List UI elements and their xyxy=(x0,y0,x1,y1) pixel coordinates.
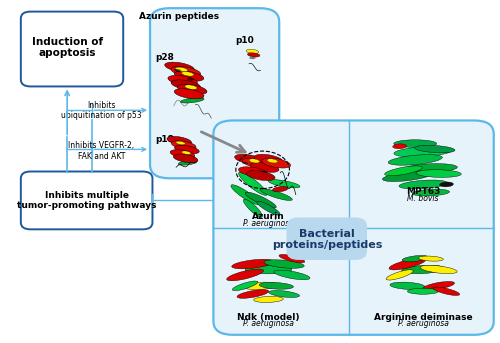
Ellipse shape xyxy=(176,67,188,72)
Ellipse shape xyxy=(404,164,458,173)
Ellipse shape xyxy=(246,49,258,54)
FancyBboxPatch shape xyxy=(214,120,494,335)
Ellipse shape xyxy=(174,71,204,81)
Ellipse shape xyxy=(262,170,268,173)
Ellipse shape xyxy=(440,182,454,187)
Ellipse shape xyxy=(171,67,200,77)
Ellipse shape xyxy=(246,170,275,180)
Ellipse shape xyxy=(180,98,204,103)
Text: M. bovis: M. bovis xyxy=(408,194,439,203)
Ellipse shape xyxy=(174,154,198,163)
Ellipse shape xyxy=(384,166,422,176)
Ellipse shape xyxy=(226,269,264,281)
Ellipse shape xyxy=(272,187,288,192)
Ellipse shape xyxy=(238,172,267,196)
Ellipse shape xyxy=(231,185,260,204)
Ellipse shape xyxy=(174,89,204,99)
Ellipse shape xyxy=(174,69,182,72)
Text: MPT63: MPT63 xyxy=(406,187,440,197)
Ellipse shape xyxy=(242,158,271,168)
Ellipse shape xyxy=(176,141,185,145)
Ellipse shape xyxy=(244,199,262,217)
Ellipse shape xyxy=(249,159,260,163)
Ellipse shape xyxy=(416,170,462,177)
Ellipse shape xyxy=(392,144,406,149)
Ellipse shape xyxy=(164,62,194,72)
Ellipse shape xyxy=(254,154,283,164)
Ellipse shape xyxy=(412,189,450,196)
Ellipse shape xyxy=(249,57,256,59)
Ellipse shape xyxy=(237,289,269,298)
Ellipse shape xyxy=(257,201,280,215)
Ellipse shape xyxy=(245,265,292,274)
Text: p18: p18 xyxy=(155,135,174,144)
Ellipse shape xyxy=(178,84,207,94)
Ellipse shape xyxy=(402,256,428,262)
Ellipse shape xyxy=(389,258,426,270)
Ellipse shape xyxy=(174,145,199,154)
Ellipse shape xyxy=(245,192,276,208)
Ellipse shape xyxy=(414,145,455,153)
Text: P. aeruginosa: P. aeruginosa xyxy=(398,319,448,328)
Ellipse shape xyxy=(171,80,200,90)
Text: P. aeruginosa: P. aeruginosa xyxy=(243,319,294,328)
Ellipse shape xyxy=(382,171,432,181)
Ellipse shape xyxy=(238,167,268,177)
FancyBboxPatch shape xyxy=(21,12,123,86)
Ellipse shape xyxy=(433,287,460,295)
Ellipse shape xyxy=(260,189,292,200)
Ellipse shape xyxy=(418,256,444,261)
Ellipse shape xyxy=(388,155,442,165)
Ellipse shape xyxy=(167,137,192,145)
Ellipse shape xyxy=(386,270,413,280)
Ellipse shape xyxy=(394,146,452,157)
Ellipse shape xyxy=(182,72,194,76)
Ellipse shape xyxy=(267,159,278,163)
Ellipse shape xyxy=(243,282,278,289)
Ellipse shape xyxy=(399,180,447,189)
Ellipse shape xyxy=(264,260,304,268)
Text: Azurin peptides: Azurin peptides xyxy=(139,12,220,21)
Ellipse shape xyxy=(274,270,310,280)
Ellipse shape xyxy=(279,255,305,263)
Ellipse shape xyxy=(420,265,457,274)
Ellipse shape xyxy=(182,151,191,154)
Text: Induction of
apoptosis: Induction of apoptosis xyxy=(32,36,102,58)
Ellipse shape xyxy=(402,265,444,274)
Ellipse shape xyxy=(248,53,260,57)
Ellipse shape xyxy=(178,161,197,165)
Ellipse shape xyxy=(408,288,438,294)
Ellipse shape xyxy=(423,282,454,290)
Ellipse shape xyxy=(168,75,198,85)
Text: Ndk (model): Ndk (model) xyxy=(237,312,300,322)
FancyBboxPatch shape xyxy=(150,8,279,178)
Ellipse shape xyxy=(262,158,290,168)
Text: Inhibits VEGFR-2,
FAK and AKT: Inhibits VEGFR-2, FAK and AKT xyxy=(68,141,134,161)
Text: Arginine deiminase: Arginine deiminase xyxy=(374,312,472,322)
Text: Azurin: Azurin xyxy=(252,212,285,221)
Ellipse shape xyxy=(242,162,248,164)
Ellipse shape xyxy=(268,180,300,188)
FancyBboxPatch shape xyxy=(286,217,367,260)
Ellipse shape xyxy=(268,291,300,297)
Text: Inhibits
ubiquitination of p53: Inhibits ubiquitination of p53 xyxy=(61,100,142,120)
Ellipse shape xyxy=(259,282,294,289)
Text: p28: p28 xyxy=(155,53,174,62)
Text: Bacterial
proteins/peptides: Bacterial proteins/peptides xyxy=(272,229,382,250)
Ellipse shape xyxy=(250,163,279,173)
FancyBboxPatch shape xyxy=(21,172,152,229)
Text: P. aeruginosa: P. aeruginosa xyxy=(243,219,294,228)
Text: p10: p10 xyxy=(236,36,254,45)
Ellipse shape xyxy=(186,78,194,81)
Text: Inhibits multiple
tumor-promoting pathways: Inhibits multiple tumor-promoting pathwa… xyxy=(17,191,156,210)
Ellipse shape xyxy=(185,85,197,90)
Ellipse shape xyxy=(170,150,195,158)
Ellipse shape xyxy=(234,154,264,164)
Ellipse shape xyxy=(390,282,425,289)
Ellipse shape xyxy=(232,259,274,269)
Ellipse shape xyxy=(254,296,284,303)
Ellipse shape xyxy=(172,141,196,150)
Ellipse shape xyxy=(232,281,258,291)
Ellipse shape xyxy=(394,140,436,147)
